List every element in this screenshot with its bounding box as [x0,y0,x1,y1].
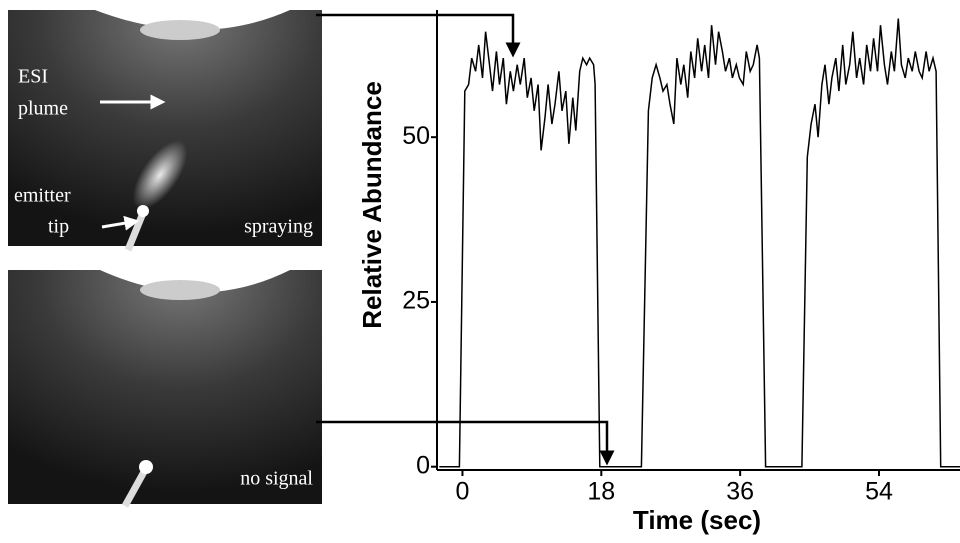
annotation: spraying [244,216,313,238]
x-tick-label: 0 [456,478,470,506]
connector-arrow [316,420,615,466]
annotation: emitter [14,185,71,207]
y-tick-label: 25 [402,287,430,315]
x-tick-label: 18 [587,478,615,506]
annotation: plume [18,98,68,120]
y-tick-label: 50 [402,122,430,150]
x-axis-label: Time (sec) [633,505,761,535]
x-tick-label: 36 [726,478,754,506]
x-tick-label: 54 [865,478,893,506]
annotation: tip [48,216,69,238]
photo-spraying [8,10,322,252]
annotation: ESI [18,66,48,88]
plot: 0 25 50 0 18 36 54 [402,10,960,506]
y-tick-label: 0 [416,451,430,479]
annotation: no signal [240,468,313,490]
y-axis-label: Relative Abundance [357,81,387,329]
data-line [439,18,960,468]
photo-no-signal [8,270,322,508]
connector-arrow [316,13,521,58]
